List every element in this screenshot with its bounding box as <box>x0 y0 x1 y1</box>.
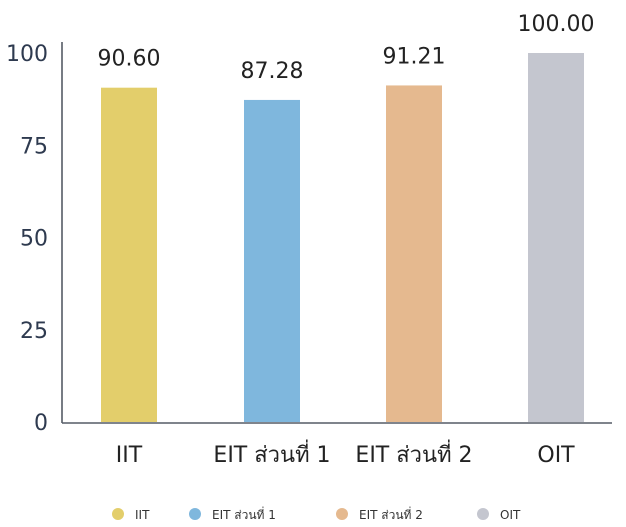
data-label: 100.00 <box>518 12 595 37</box>
x-tick-label: IIT <box>116 443 143 468</box>
bar <box>386 85 442 423</box>
y-tick-label: 50 <box>20 227 48 252</box>
legend-marker <box>112 508 124 520</box>
x-axis: IIT EIT ส่วนที่ 1 EIT ส่วนที่ 2 OIT <box>62 422 612 468</box>
legend-label: OIT <box>500 508 521 522</box>
data-label: 91.21 <box>383 44 446 69</box>
legend-label: EIT ส่วนที่ 1 <box>212 506 276 522</box>
legend-marker <box>336 508 348 520</box>
y-tick-label: 25 <box>20 319 48 344</box>
x-tick-label: EIT ส่วนที่ 1 <box>213 439 330 468</box>
y-tick-label: 0 <box>34 411 48 436</box>
data-label: 90.60 <box>98 47 161 72</box>
bar <box>244 99 300 422</box>
y-tick-label: 75 <box>20 134 48 159</box>
legend-label: EIT ส่วนที่ 2 <box>359 506 423 522</box>
bar <box>101 87 157 422</box>
legend-marker <box>189 508 201 520</box>
legend: IIT EIT ส่วนที่ 1 EIT ส่วนที่ 2 OIT <box>112 506 521 522</box>
bar <box>528 53 584 422</box>
bars <box>101 53 584 423</box>
legend-marker <box>477 508 489 520</box>
y-axis: 0 25 50 75 100 <box>6 42 63 436</box>
value-labels: 90.60 87.28 91.21 100.00 <box>98 12 595 84</box>
legend-label: IIT <box>135 508 150 522</box>
x-tick-label: OIT <box>537 443 575 468</box>
data-label: 87.28 <box>241 59 304 84</box>
x-tick-label: EIT ส่วนที่ 2 <box>355 439 472 468</box>
y-tick-label: 100 <box>6 42 48 67</box>
